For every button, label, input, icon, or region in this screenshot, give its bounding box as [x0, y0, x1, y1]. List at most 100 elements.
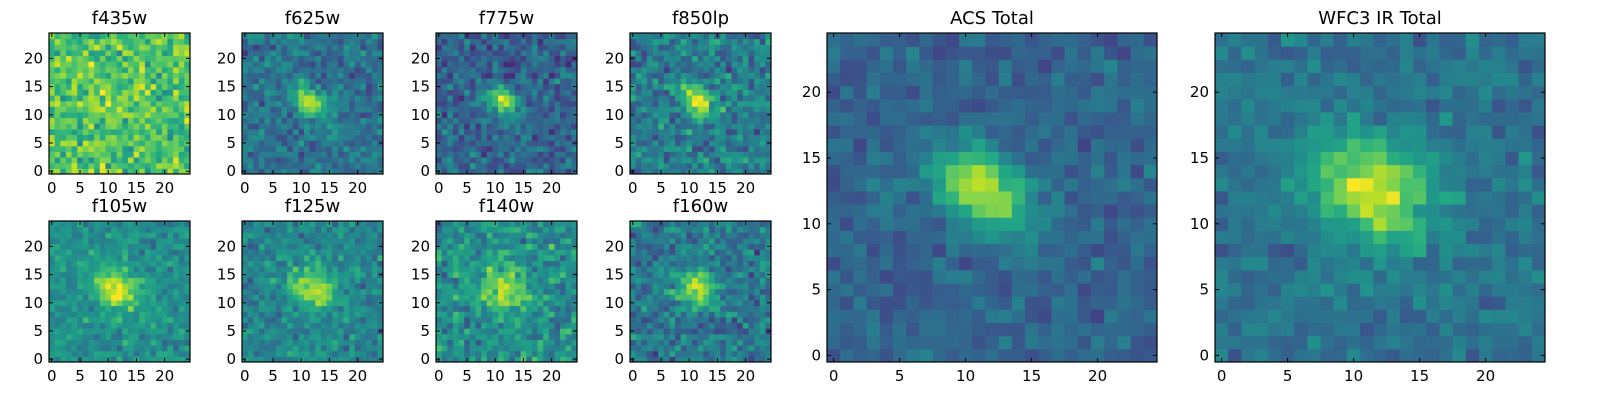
heatmap-cell — [554, 226, 561, 233]
heatmap-cell — [697, 151, 704, 158]
heatmap-cell — [526, 311, 533, 318]
heatmap-cell — [765, 345, 772, 352]
heatmap-cell — [630, 78, 637, 85]
heatmap-cell — [343, 221, 350, 228]
heatmap-cell — [371, 254, 378, 261]
heatmap-cell — [646, 66, 654, 73]
heatmap-cell — [377, 260, 384, 267]
heatmap-cell — [184, 61, 191, 68]
heatmap-cell — [481, 66, 488, 73]
heatmap-cell — [697, 61, 704, 68]
heatmap-cell — [458, 78, 465, 85]
y-tick-label: 10 — [217, 294, 236, 312]
heatmap-cell — [275, 33, 282, 40]
heatmap-cell — [537, 356, 544, 363]
heatmap-cell — [646, 44, 654, 51]
heatmap-cell — [725, 44, 733, 51]
heatmap-cell — [167, 145, 174, 152]
heatmap-cell — [498, 243, 505, 250]
heatmap-cell — [315, 134, 322, 141]
heatmap-cell — [754, 123, 761, 130]
heatmap-cell — [371, 100, 378, 107]
heatmap-cell — [366, 237, 373, 245]
heatmap-cell — [475, 294, 482, 301]
heatmap-cell — [309, 328, 316, 335]
heatmap-cell — [697, 294, 704, 301]
heatmap-cell — [88, 106, 95, 113]
heatmap-cell — [99, 254, 106, 261]
heatmap-cell — [447, 78, 454, 85]
heatmap-cells — [49, 33, 191, 175]
heatmap-cell — [697, 95, 704, 102]
heatmap-cell — [178, 72, 185, 79]
heatmap-cell — [447, 117, 454, 124]
heatmap-cell — [264, 339, 271, 346]
heatmap-cell — [60, 134, 67, 141]
heatmap-cell — [292, 299, 299, 307]
heatmap-cell — [173, 78, 180, 85]
heatmap-cell — [663, 151, 670, 158]
heatmap-cell — [111, 55, 118, 62]
heatmap-cell — [320, 260, 328, 267]
heatmap-cell — [77, 237, 84, 245]
heatmap-cell — [447, 322, 454, 329]
heatmap-cell — [167, 106, 174, 113]
heatmap-cell — [492, 78, 499, 85]
heatmap-cell — [554, 33, 561, 40]
heatmap-cell — [82, 162, 89, 169]
heatmap-cell — [469, 333, 476, 340]
heatmap-cell — [275, 333, 282, 340]
heatmap-cell — [122, 328, 129, 335]
heatmap-cell — [646, 311, 654, 318]
heatmap-cell — [464, 100, 471, 107]
heatmap-cell — [708, 277, 716, 284]
heatmap-cell — [498, 322, 505, 329]
heatmap-cell — [646, 95, 654, 102]
heatmap-cell — [82, 266, 89, 273]
heatmap-cell — [543, 283, 550, 290]
heatmap-cell — [708, 288, 716, 295]
heatmap-cell — [452, 339, 460, 346]
heatmap-cell — [481, 100, 488, 107]
heatmap-cell — [139, 311, 146, 318]
heatmap-cell — [366, 106, 373, 113]
heatmap-cell — [452, 134, 460, 141]
heatmap-cell — [469, 288, 476, 295]
heatmap-cell — [111, 151, 118, 158]
heatmap-cell — [469, 243, 476, 250]
heatmap-cell — [708, 339, 716, 346]
heatmap-cell — [481, 83, 488, 90]
heatmap-cell — [77, 95, 84, 102]
heatmap-cell — [720, 61, 727, 68]
heatmap-cell — [720, 305, 727, 312]
heatmap-cell — [481, 117, 488, 124]
heatmap-cell — [509, 221, 516, 228]
heatmap-cell — [703, 49, 710, 57]
heatmap-cell — [349, 277, 356, 284]
heatmap-cell — [635, 162, 642, 169]
heatmap-cell — [537, 322, 544, 329]
heatmap-cell — [469, 140, 476, 147]
heatmap-cell — [447, 345, 454, 352]
heatmap-cell — [343, 266, 350, 273]
heatmap-cell — [703, 339, 710, 346]
y-tick-label: 5 — [33, 322, 43, 340]
heatmap-cell — [754, 333, 761, 340]
heatmap-cell — [49, 237, 56, 245]
heatmap-cell — [354, 55, 361, 62]
heatmap-cell — [292, 83, 299, 90]
heatmap-cell — [554, 237, 561, 245]
heatmap-cell — [714, 299, 721, 307]
heatmap-cell — [560, 226, 567, 233]
heatmap-cell — [253, 221, 260, 228]
heatmap-cell — [99, 55, 106, 62]
heatmap-cell — [697, 356, 704, 363]
heatmap-cell — [503, 356, 510, 363]
heatmap-cell — [315, 33, 322, 40]
heatmap-cell — [714, 333, 721, 340]
heatmap-cell — [354, 134, 361, 141]
heatmap-cell — [116, 254, 123, 261]
heatmap-cell — [697, 316, 704, 324]
heatmap-cell — [337, 128, 345, 136]
heatmap-cell — [337, 95, 345, 102]
